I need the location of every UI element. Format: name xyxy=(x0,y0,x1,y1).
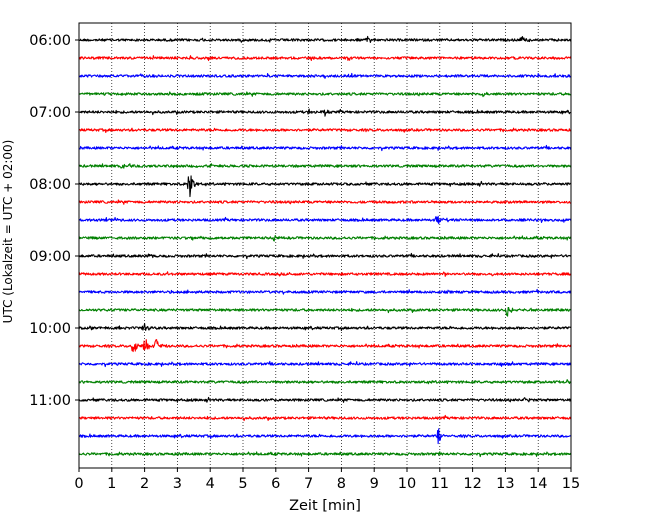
trace-0915 xyxy=(78,271,572,277)
y-axis-label: UTC (Lokalzeit = UTC + 02:00) xyxy=(1,140,15,324)
trace-0800 xyxy=(78,175,572,198)
x-tick-label: 14 xyxy=(529,476,547,492)
trace-0730 xyxy=(78,144,572,152)
trace-0845 xyxy=(78,234,572,242)
x-tick-label: 10 xyxy=(398,476,416,492)
trace-1030 xyxy=(78,360,572,368)
x-tick-label: 8 xyxy=(337,476,346,492)
trace-0830 xyxy=(78,215,572,225)
x-tick-label: 11 xyxy=(431,476,449,492)
y-tick-label: 07:00 xyxy=(29,105,71,121)
trace-0900 xyxy=(78,252,572,260)
plot-frame xyxy=(78,22,572,469)
x-tick-label: 12 xyxy=(463,476,481,492)
x-axis-label: Zeit [min] xyxy=(289,498,361,514)
trace-1045 xyxy=(78,379,572,385)
y-tick-label: 06:00 xyxy=(29,33,71,49)
trace-1000 xyxy=(78,322,572,332)
y-tick-label: 10:00 xyxy=(29,321,71,337)
x-tick-label: 5 xyxy=(238,476,247,492)
x-tick-label: 1 xyxy=(107,476,116,492)
x-tick-label: 15 xyxy=(562,476,580,492)
x-tick-label: 6 xyxy=(271,476,280,492)
x-tick-label: 3 xyxy=(173,476,182,492)
trace-1130 xyxy=(78,428,572,445)
trace-1145 xyxy=(78,451,572,458)
y-tick-label: 08:00 xyxy=(29,177,71,193)
x-tick-label: 9 xyxy=(370,476,379,492)
x-tick-label: 13 xyxy=(496,476,514,492)
trace-0945 xyxy=(78,307,572,317)
x-tick-label: 0 xyxy=(74,476,83,492)
trace-0745 xyxy=(78,163,572,169)
trace-0700 xyxy=(78,108,572,117)
trace-0815 xyxy=(78,199,572,205)
trace-0630 xyxy=(78,72,572,79)
trace-1115 xyxy=(78,414,572,422)
x-tick-label: 4 xyxy=(206,476,215,492)
trace-0715 xyxy=(78,127,572,134)
grid-lines xyxy=(111,23,539,468)
x-axis-ticks: 0 1 2 3 4 5 6 7 8 9 10 11 12 13 14 15 xyxy=(74,468,580,492)
trace-0615 xyxy=(78,55,572,62)
y-axis-ticks: 06:00 07:00 08:00 09:00 10:00 11:00 xyxy=(29,33,79,409)
x-tick-label: 2 xyxy=(140,476,149,492)
trace-lines xyxy=(78,35,572,458)
trace-0645 xyxy=(78,91,572,98)
trace-1100 xyxy=(78,396,572,403)
x-tick-label: 7 xyxy=(304,476,313,492)
trace-1015 xyxy=(78,339,572,353)
y-tick-label: 11:00 xyxy=(29,393,71,409)
trace-0600 xyxy=(78,35,572,43)
y-tick-label: 09:00 xyxy=(29,249,71,265)
trace-0930 xyxy=(78,288,572,295)
